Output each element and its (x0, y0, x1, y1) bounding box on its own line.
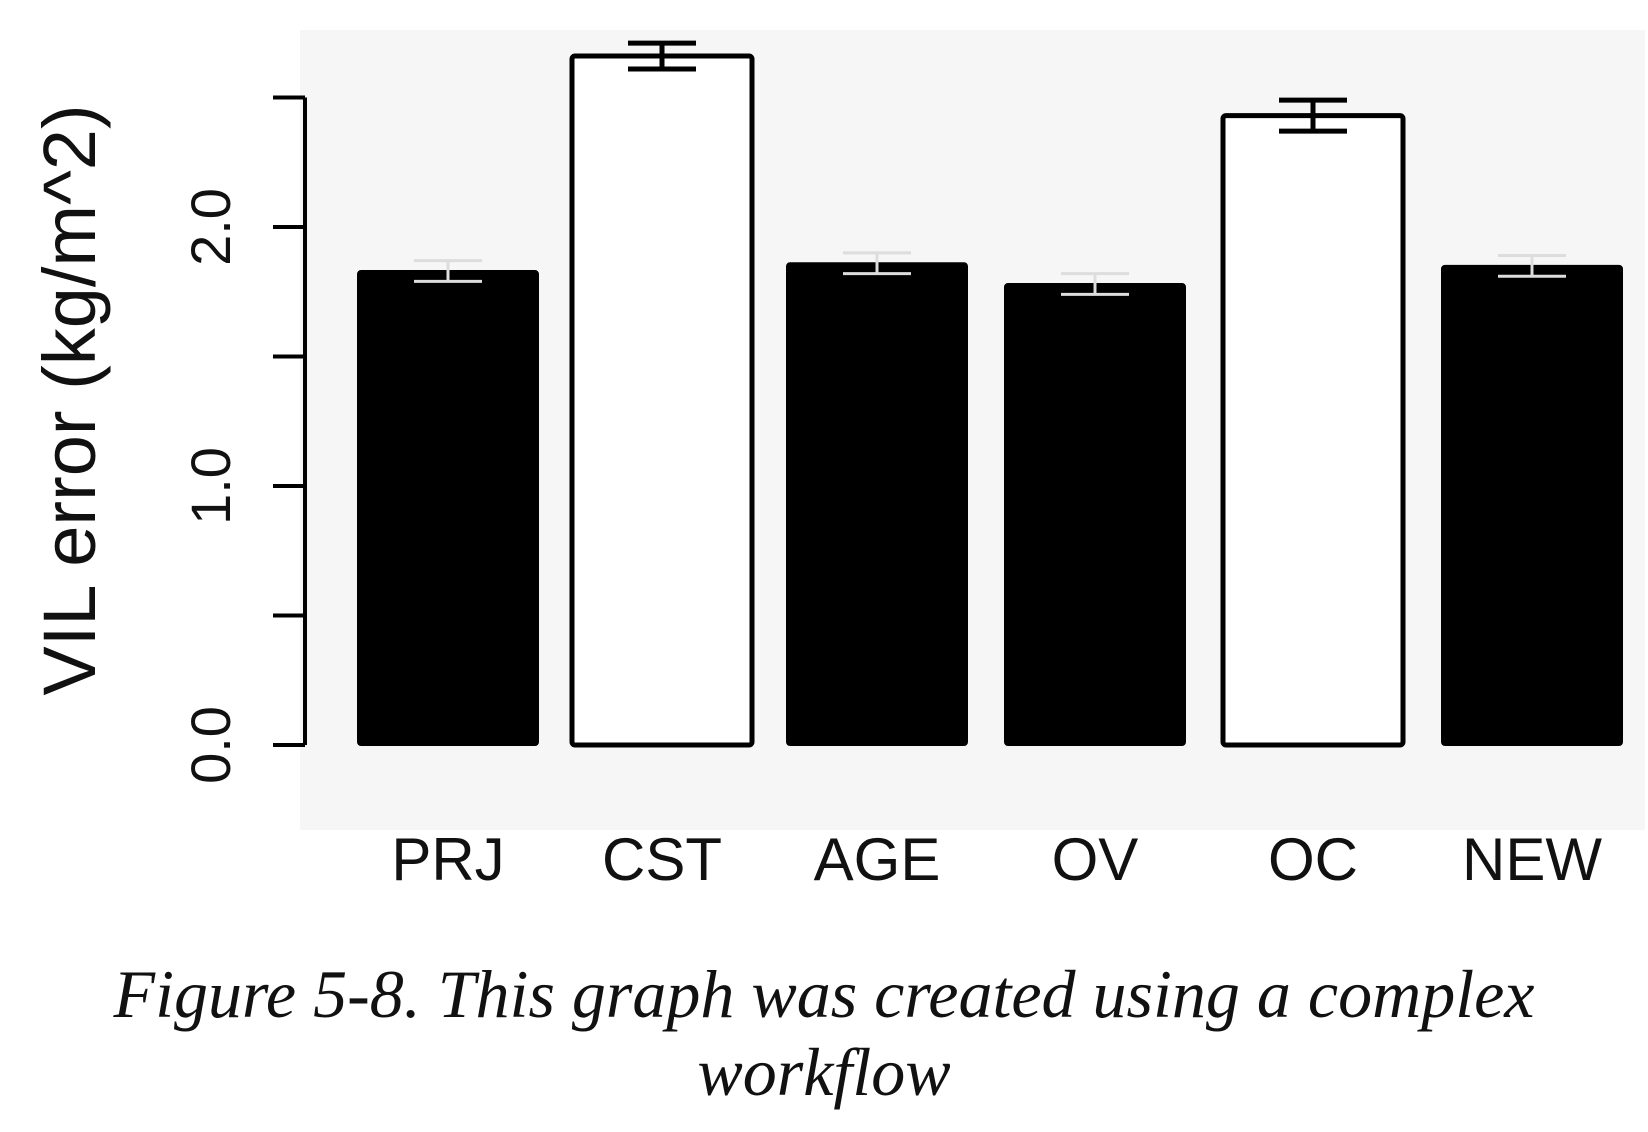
y-tick-label: 2.0 (179, 188, 242, 266)
figure-caption: Figure 5-8. This graph was created using… (113, 956, 1535, 1110)
error-bar-age (843, 251, 911, 276)
x-tick-label-cst: CST (602, 826, 722, 893)
error-bar-cst (628, 40, 696, 72)
x-tick-label-oc: OC (1268, 826, 1358, 893)
y-axis: 0.0 1.0 2.0 (179, 95, 307, 784)
error-bar-ov (1061, 272, 1129, 296)
error-bar-prj (414, 259, 482, 283)
bar-oc (1220, 113, 1406, 748)
x-tick-label-prj: PRJ (391, 826, 504, 893)
bar-ov (1004, 282, 1186, 746)
y-tick-label: 1.0 (179, 447, 242, 525)
bar-chart: 0.0 1.0 2.0 PRJ CST AGE OV OC NEW VIL error (kg… (28, 40, 1623, 893)
error-bar-new (1498, 253, 1566, 278)
bar-age (786, 262, 968, 746)
bars-layer (357, 40, 1623, 748)
bar-new (1441, 264, 1623, 746)
x-category-labels: PRJ CST AGE OV OC NEW (391, 826, 1602, 893)
y-axis-label: VIL error (kg/m^2) (28, 104, 111, 695)
x-tick-label-new: NEW (1462, 826, 1602, 893)
error-bar-oc (1279, 97, 1347, 134)
x-tick-label-age: AGE (814, 826, 941, 893)
bar-cst (569, 53, 755, 748)
bar-prj (357, 270, 539, 746)
y-tick-label: 0.0 (179, 706, 242, 784)
x-tick-label-ov: OV (1052, 826, 1139, 893)
